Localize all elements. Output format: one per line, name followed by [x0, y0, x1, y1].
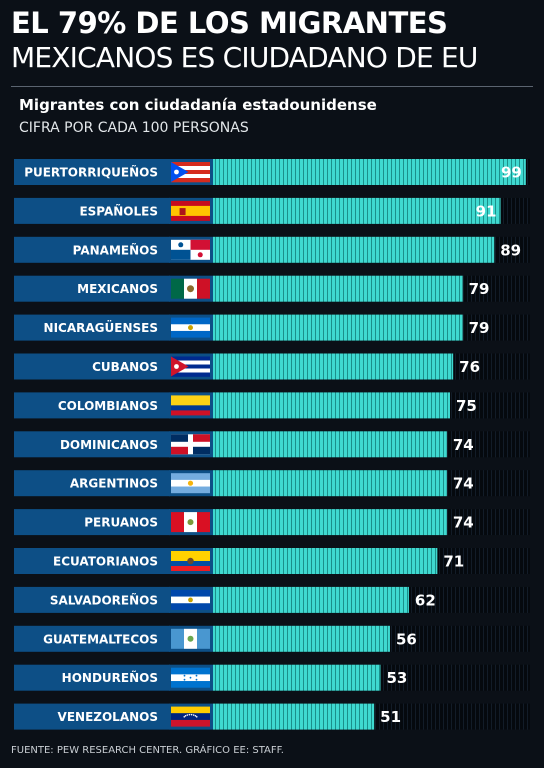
category-label-box	[14, 353, 170, 380]
category-label: SALVADOREÑOS	[50, 592, 158, 607]
source-note: FUENTE: PEW RESEARCH CENTER. GRÁFICO EE:…	[11, 745, 284, 756]
bar	[213, 509, 447, 536]
el-salvador-flag-icon	[169, 586, 213, 613]
category-label: ECUATORIANOS	[53, 555, 158, 569]
colombia-flag-icon	[169, 392, 213, 419]
value-label: 79	[469, 319, 490, 337]
ecuador-flag-icon	[169, 548, 213, 574]
category-label: DOMINICANOS	[60, 438, 158, 452]
value-label: 91	[476, 202, 497, 220]
category-label: PANAMEÑOS	[73, 242, 158, 257]
value-label: 74	[453, 436, 474, 454]
guatemala-flag-icon	[169, 625, 213, 652]
mexico-flag-icon	[169, 275, 213, 302]
value-label: 89	[500, 241, 521, 259]
category-label-box	[14, 392, 170, 419]
category-label-box	[14, 431, 170, 458]
bar-chart: PUERTORRIQUEÑOS 99 ESPAÑOLES 91 PANAMEÑOS 89 M…	[14, 159, 530, 730]
category-label: ESPAÑOLES	[79, 203, 158, 218]
value-label: 71	[443, 553, 464, 571]
category-label-box	[14, 236, 170, 263]
category-label-box	[14, 548, 170, 574]
bar	[213, 548, 438, 574]
chart-rows: PUERTORRIQUEÑOS 99 ESPAÑOLES 91 PANAMEÑOS 89 M…	[14, 159, 530, 730]
title-divider	[11, 86, 533, 87]
value-label: 51	[380, 708, 401, 726]
category-label: HONDUREÑOS	[62, 670, 158, 685]
category-label: PERUANOS	[84, 516, 158, 530]
category-label-box	[14, 275, 170, 302]
honduras-flag-icon	[169, 664, 213, 691]
category-label: GUATEMALTECOS	[43, 632, 158, 646]
category-label-box	[14, 625, 170, 652]
category-label-box	[14, 586, 170, 613]
chart-subtitle: Migrantes con ciudadanía estadounidense	[19, 96, 377, 114]
value-label: 62	[415, 591, 436, 609]
bar	[213, 392, 450, 419]
value-label: 56	[396, 630, 417, 648]
value-label: 53	[386, 669, 407, 687]
category-label-box	[14, 159, 170, 185]
panama-flag-icon	[169, 236, 213, 263]
bar	[213, 703, 375, 730]
puerto-rico-flag-icon	[169, 159, 213, 185]
bar	[213, 314, 463, 341]
value-label: 99	[501, 164, 522, 182]
category-label: CUBANOS	[92, 360, 158, 374]
category-label-box	[14, 509, 170, 536]
value-label: 74	[453, 514, 474, 532]
category-label-box	[14, 314, 170, 341]
argentina-flag-icon	[169, 470, 213, 497]
bar	[213, 586, 409, 613]
unit-note: CIFRA POR CADA 100 PERSONAS	[19, 120, 249, 136]
bar	[213, 197, 501, 224]
value-label: 74	[453, 475, 474, 493]
category-label-box	[14, 470, 170, 497]
value-label: 79	[469, 280, 490, 298]
peru-flag-icon	[169, 509, 213, 536]
category-label-box	[14, 703, 170, 730]
venezuela-flag-icon	[169, 703, 213, 730]
category-label: PUERTORRIQUEÑOS	[24, 165, 158, 180]
category-label-box	[14, 664, 170, 691]
category-label: VENEZOLANOS	[58, 710, 158, 724]
bar	[213, 470, 447, 497]
value-label: 76	[459, 358, 480, 376]
category-label: ARGENTINOS	[70, 477, 158, 491]
bar	[213, 275, 463, 302]
bar	[213, 236, 495, 263]
dominican-republic-flag-icon	[169, 431, 213, 458]
bar	[213, 664, 381, 691]
value-label: 75	[456, 397, 477, 415]
bar	[213, 159, 526, 185]
nicaragua-flag-icon	[169, 314, 213, 341]
category-label-box	[14, 197, 170, 224]
spain-flag-icon	[169, 197, 213, 224]
chart-title: EL 79% DE LOS MIGRANTES	[11, 6, 448, 40]
category-label: MEXICANOS	[77, 282, 158, 296]
bar	[213, 353, 454, 380]
bar	[213, 625, 390, 652]
category-label: COLOMBIANOS	[58, 399, 158, 413]
chart-title-line-2: MEXICANOS ES CIUDADANO DE EU	[11, 41, 478, 74]
category-label: NICARAGÜENSES	[44, 320, 158, 335]
cuba-flag-icon	[169, 353, 213, 380]
bar	[213, 431, 447, 458]
